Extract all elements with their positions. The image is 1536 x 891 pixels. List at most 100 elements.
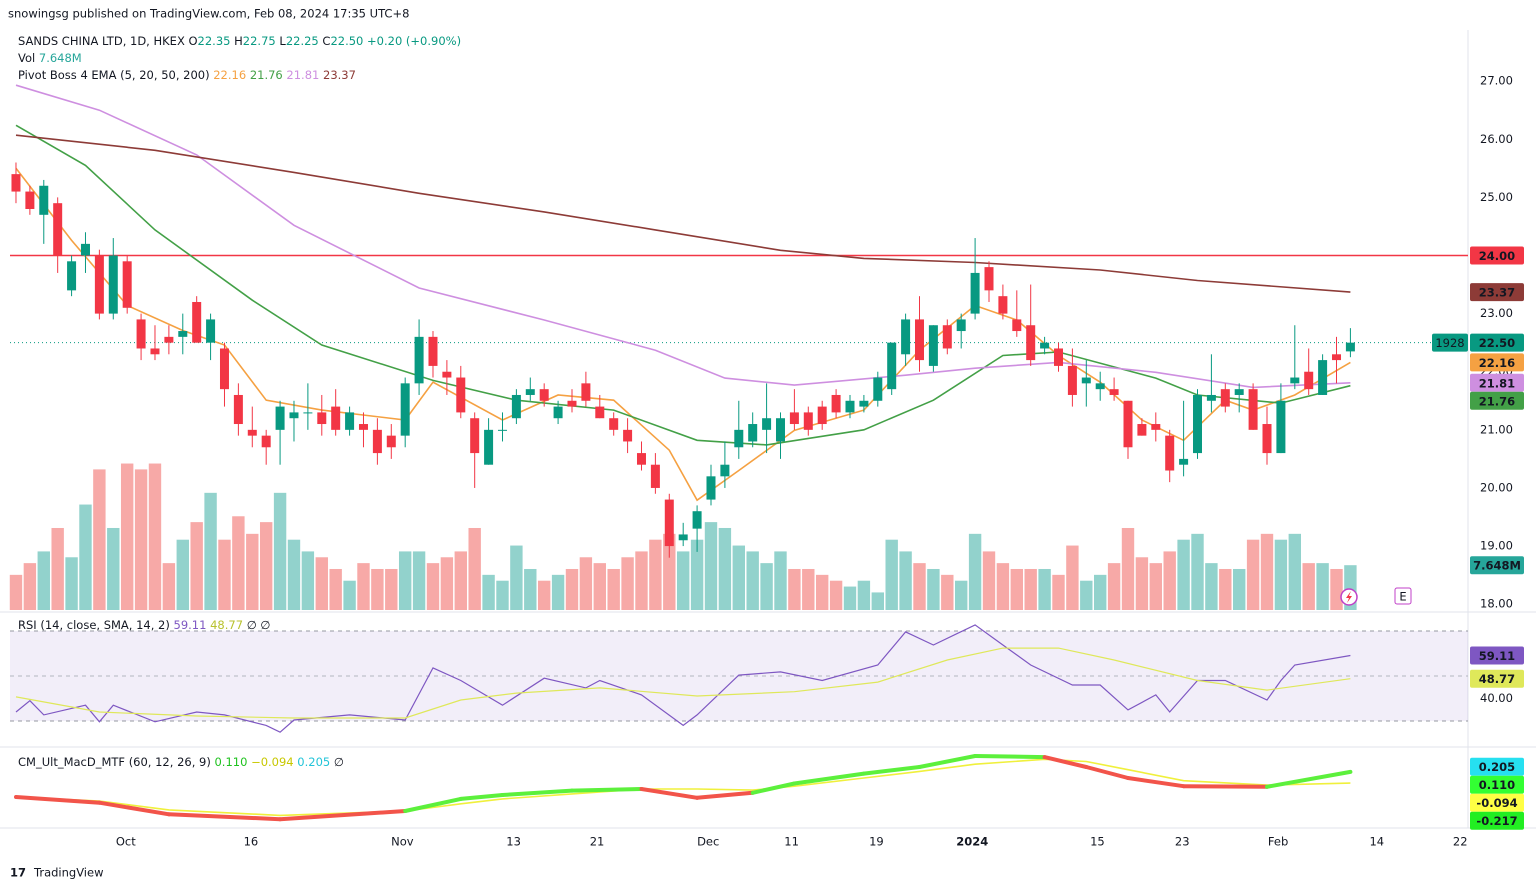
macd-line-segment <box>500 788 574 797</box>
candle-body <box>1012 319 1022 332</box>
volume-bar <box>815 574 829 610</box>
macd-title: CM_Ult_MacD_MTF (60, 12, 26, 9) <box>18 755 211 769</box>
volume-bar <box>760 563 773 610</box>
price-badge-label: 0.205 <box>1479 760 1515 774</box>
ohlc-key: L <box>279 34 286 48</box>
ema-value: 22.16 <box>213 68 246 82</box>
candle-body <box>11 174 21 192</box>
macd-line-segment <box>750 781 797 795</box>
alert-bolt[interactable] <box>1346 591 1352 603</box>
candle-body <box>609 418 619 430</box>
ohlc-value: 22.50 <box>330 34 363 48</box>
volume-bar <box>746 551 759 610</box>
candle-body <box>692 511 702 529</box>
macd-value: ∅ <box>334 755 344 769</box>
candle-body <box>1067 365 1077 395</box>
volume-bar <box>426 563 440 610</box>
candle-body <box>386 435 396 448</box>
ema-line <box>15 84 1351 389</box>
price-badge <box>1470 669 1524 688</box>
candle-body <box>289 412 299 419</box>
volume-bar <box>996 563 1010 610</box>
volume-bar <box>412 551 426 610</box>
symbol-title: SANDS CHINA LTD, 1D, HKEX <box>18 34 185 48</box>
symbol-legend: SANDS CHINA LTD, 1D, HKEX O22.35 H22.75 … <box>18 34 461 48</box>
macd-line-segment <box>792 771 866 786</box>
volume-bar <box>1066 545 1079 610</box>
volume-bar <box>537 580 551 610</box>
ema-value: 21.81 <box>286 68 319 82</box>
volume-bar <box>1316 563 1329 610</box>
rsi-value: 59.11 <box>174 618 207 632</box>
volume-bar <box>65 557 78 610</box>
ema-title: Pivot Boss 4 EMA (5, 20, 50, 200) <box>18 68 210 82</box>
volume-bar <box>1107 563 1121 610</box>
candle-body <box>581 383 591 401</box>
candle-body <box>998 296 1008 314</box>
price-badge-label: 21.81 <box>1479 376 1515 390</box>
volume-bar <box>551 574 565 610</box>
candle-body <box>817 406 827 425</box>
y-tick-label: 26.00 <box>1480 132 1513 146</box>
candle-body <box>706 476 716 500</box>
volume-bar <box>301 551 315 610</box>
y-tick-label: 25.00 <box>1480 190 1513 204</box>
volume-bar <box>1274 539 1288 610</box>
candle-body <box>1304 371 1314 390</box>
volume-bar <box>718 527 732 610</box>
y-tick-label: 20.00 <box>1480 480 1513 494</box>
ohlc-key: C <box>322 34 330 48</box>
price-badge-label: 0.110 <box>1479 778 1515 792</box>
volume-bar <box>1288 533 1302 610</box>
candle-body <box>247 429 257 436</box>
candle-body <box>1220 389 1230 407</box>
candle-body <box>567 400 577 407</box>
candle-body <box>1318 360 1328 395</box>
volume-bar <box>468 527 481 610</box>
ema-line <box>15 167 1351 502</box>
candle-body <box>1123 400 1133 448</box>
candle-body <box>108 255 118 314</box>
event-label[interactable]: E <box>1399 590 1406 604</box>
x-tick-label: 21 <box>590 835 605 849</box>
candle-body <box>1248 389 1258 430</box>
candle-body <box>233 394 243 425</box>
candle-body <box>720 464 730 477</box>
volume-bar <box>176 539 189 610</box>
candle-body <box>80 243 90 256</box>
volume-bar <box>315 557 328 610</box>
indicator-line <box>15 647 1351 719</box>
volume-bar <box>232 516 245 610</box>
ema-line <box>15 124 1351 446</box>
candle-body <box>970 272 980 314</box>
alert-icon[interactable] <box>1340 588 1358 606</box>
candle-body <box>275 406 285 430</box>
volume-bar <box>371 568 384 610</box>
ohlc-value: 22.25 <box>286 34 319 48</box>
volume-bar <box>357 563 370 610</box>
volume-bar <box>204 492 217 610</box>
price-badge <box>1470 353 1524 372</box>
macd-line-segment <box>1084 765 1130 780</box>
event-marker[interactable]: E <box>1394 587 1412 605</box>
candle-body <box>456 377 466 413</box>
candle-body <box>1206 394 1216 401</box>
ohlc-value: 22.35 <box>198 34 231 48</box>
volume-bar <box>1080 580 1093 610</box>
volume-bar <box>440 557 454 610</box>
candle-body <box>650 464 660 488</box>
volume-bar <box>913 563 926 610</box>
candle-body <box>150 348 160 355</box>
volume-bar <box>968 533 982 610</box>
candle-body <box>803 412 813 430</box>
volume-bar <box>1149 563 1162 610</box>
volume-bar <box>857 580 871 610</box>
volume-bar <box>1163 551 1176 610</box>
event-box[interactable] <box>1394 587 1412 605</box>
x-tick-label: Dec <box>697 835 719 849</box>
volume-bar <box>454 551 467 610</box>
candle-body <box>261 435 271 448</box>
candle-body <box>831 394 841 413</box>
macd-value: −0.094 <box>251 755 294 769</box>
countdown-badge <box>1432 333 1468 352</box>
